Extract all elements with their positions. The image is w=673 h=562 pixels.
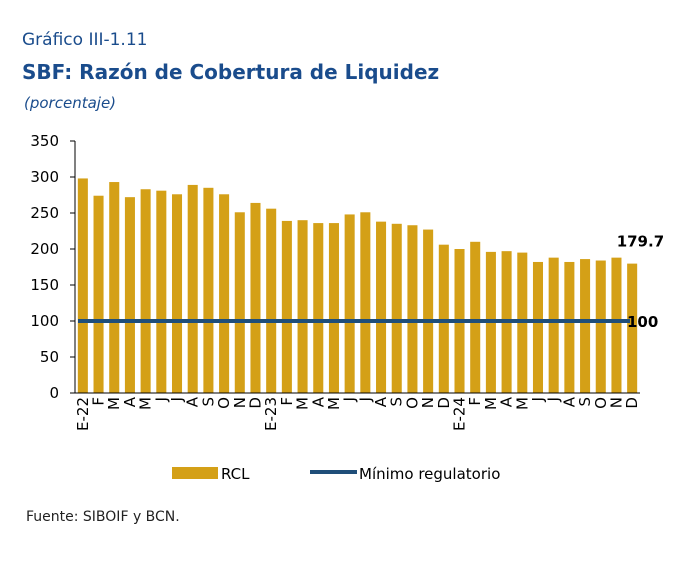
x-tick-label: F	[278, 397, 296, 406]
minimum-value-label: 100	[627, 313, 658, 331]
x-tick-label: S	[576, 397, 594, 407]
x-tick-label: J	[356, 397, 374, 402]
bar	[171, 194, 183, 393]
x-tick-label: E-23	[262, 397, 280, 431]
legend-label-minimum: Mínimo regulatorio	[359, 465, 500, 483]
chart-subtitle: (porcentaje)	[24, 94, 117, 112]
y-axis: 0 50 100 150 200 250 300 350	[30, 132, 76, 402]
x-tick-label: O	[215, 397, 233, 409]
x-tick-label: A	[121, 396, 139, 407]
x-tick-label: D	[435, 397, 453, 409]
bar	[360, 212, 371, 393]
x-tick-label: M	[137, 397, 155, 410]
bar	[611, 257, 622, 393]
bar	[93, 195, 104, 393]
bar	[438, 244, 449, 393]
x-tick-label: A	[560, 396, 578, 407]
x-tick-label: E-24	[451, 397, 469, 431]
x-tick-label: M	[482, 397, 500, 410]
bar	[407, 225, 418, 393]
last-value-label: 179.7	[617, 233, 664, 251]
legend: RCL Mínimo regulatorio	[172, 465, 500, 483]
x-tick-label: A	[184, 396, 202, 407]
x-tick-label: A	[309, 396, 327, 407]
legend-swatch-rcl	[172, 467, 218, 479]
x-tick-label: F	[90, 397, 108, 406]
x-tick-label: J	[168, 397, 186, 402]
x-tick-label: E-22	[74, 397, 92, 431]
bar	[532, 261, 544, 393]
bar	[203, 187, 214, 393]
bar	[234, 212, 245, 393]
bar	[627, 263, 638, 393]
x-tick-label: M	[513, 397, 531, 410]
bar	[470, 241, 481, 393]
legend-label-rcl: RCL	[221, 465, 250, 483]
x-tick-label: A	[498, 396, 516, 407]
x-tick-label: O	[403, 397, 421, 409]
x-tick-label: N	[419, 397, 437, 408]
bar	[580, 259, 591, 393]
bar	[297, 220, 308, 393]
bar	[109, 182, 120, 393]
x-axis: E-22FMAMJJASONDE-23FMAMJJASONDE-24FMAMJJ…	[74, 392, 641, 431]
bar	[391, 223, 402, 393]
x-tick-label: M	[105, 397, 123, 410]
y-tick-label: 50	[40, 348, 59, 366]
x-tick-label: N	[231, 397, 249, 408]
bar	[266, 208, 277, 393]
x-tick-label: J	[545, 397, 563, 402]
x-tick-label: D	[623, 397, 641, 409]
source-note: Fuente: SIBOIF y BCN.	[26, 509, 180, 525]
bar	[328, 223, 339, 393]
chart-title: SBF: Razón de Cobertura de Liquidez	[22, 60, 440, 84]
bar	[564, 261, 575, 393]
bar	[376, 221, 387, 393]
x-tick-label: D	[246, 397, 264, 409]
x-tick-label: F	[466, 397, 484, 406]
bar	[156, 190, 167, 393]
bar	[140, 189, 151, 393]
x-tick-label: M	[325, 397, 343, 410]
x-tick-label: A	[372, 396, 390, 407]
bar	[77, 178, 88, 393]
bar	[187, 184, 198, 393]
bar	[313, 223, 324, 393]
x-tick-label: S	[388, 397, 406, 407]
bar	[250, 202, 261, 393]
bar	[344, 214, 355, 393]
annotations: 179.7 100	[617, 233, 664, 331]
y-tick-label: 250	[30, 204, 59, 222]
bar	[124, 197, 135, 393]
y-tick-label: 100	[30, 312, 59, 330]
x-tick-label: O	[592, 397, 610, 409]
bar-series	[77, 178, 638, 393]
y-tick-label: 350	[30, 132, 59, 150]
bar	[595, 260, 606, 393]
y-tick-label: 0	[49, 384, 59, 402]
bar	[548, 257, 559, 393]
x-tick-label: J	[341, 397, 359, 402]
bar	[423, 229, 434, 393]
bar	[281, 220, 292, 393]
y-tick-label: 300	[30, 168, 59, 186]
x-tick-label: J	[529, 397, 547, 402]
bar	[219, 194, 230, 393]
y-tick-label: 150	[30, 276, 59, 294]
x-tick-label: N	[607, 397, 625, 408]
y-tick-label: 200	[30, 240, 59, 258]
chart-number: Gráfico III-1.11	[22, 30, 148, 50]
x-tick-label: M	[294, 397, 312, 410]
x-tick-label: S	[199, 397, 217, 407]
x-tick-label: J	[152, 397, 170, 402]
